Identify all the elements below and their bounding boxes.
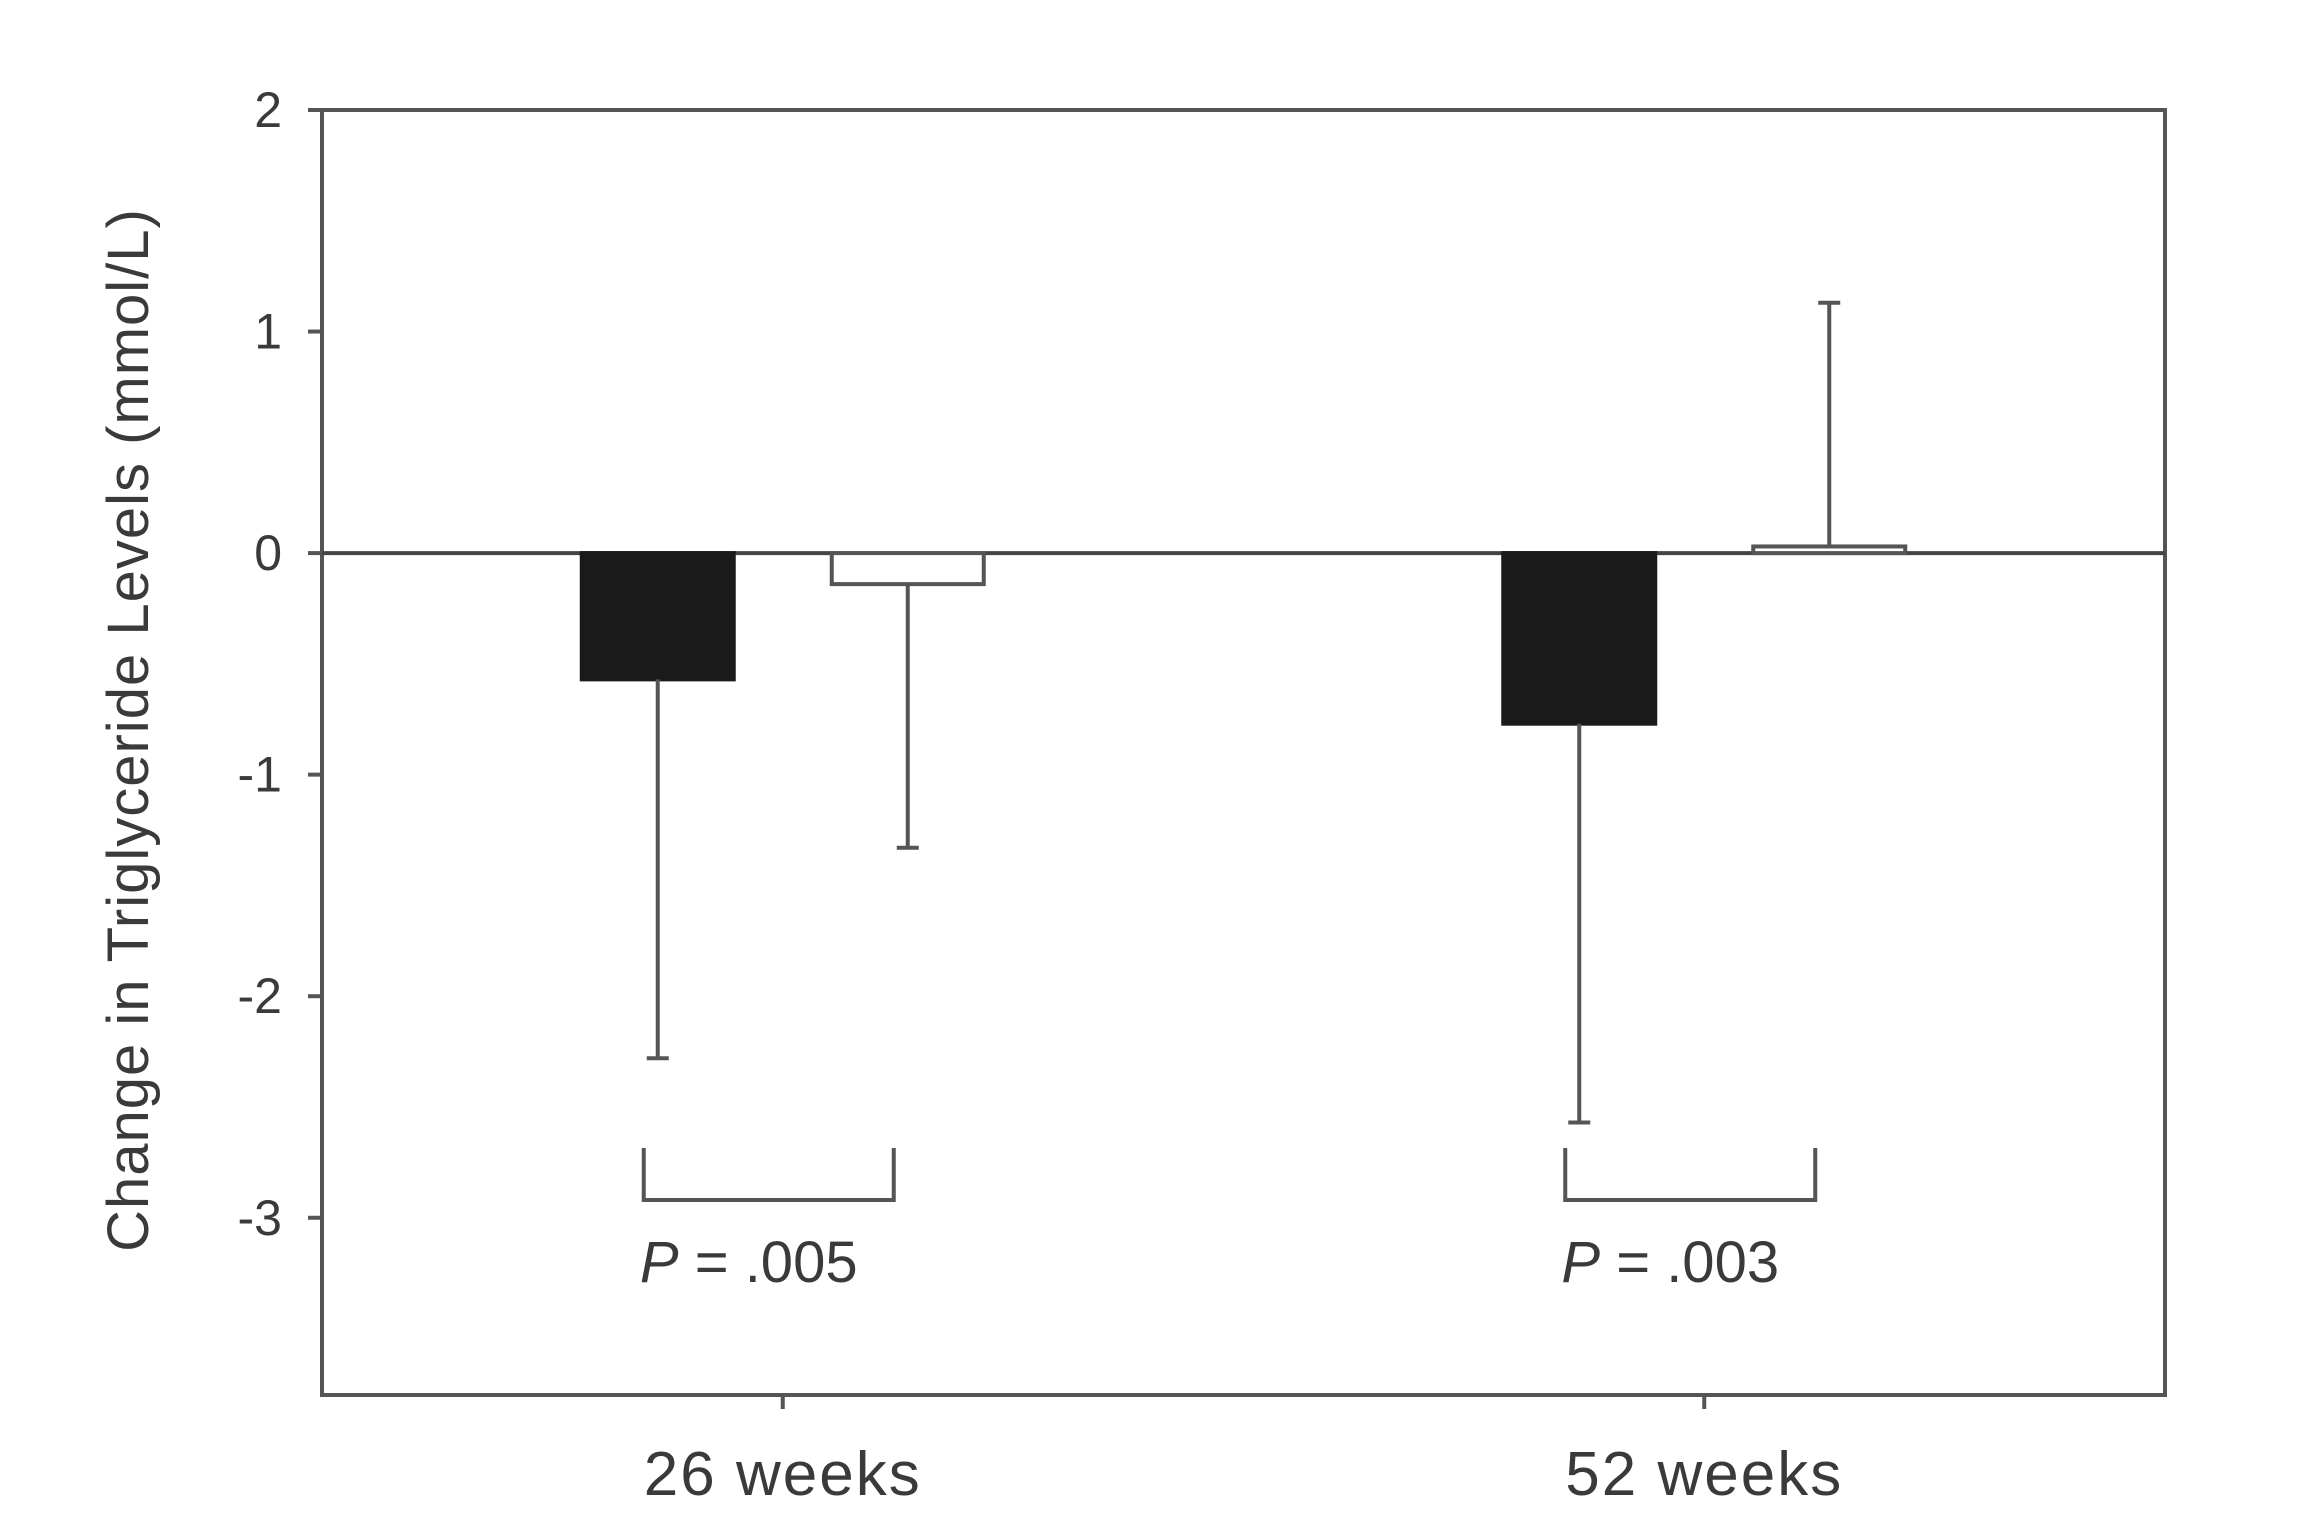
error-bars — [646, 300, 1841, 1125]
x-tick-label: 26 weeks — [644, 1440, 922, 1509]
bars — [579, 544, 1908, 726]
bar — [1751, 544, 1908, 556]
bar — [1501, 551, 1658, 726]
y-tick-label: 0 — [254, 525, 282, 581]
y-tick-label: 2 — [254, 82, 282, 138]
p-value-label: P = .005 — [640, 1230, 858, 1295]
y-axis-label: Change in Triglyceride Levels (mmol/L) — [96, 208, 161, 1252]
significance-bracket — [1563, 1148, 1818, 1202]
y-tick-label: 1 — [254, 304, 282, 360]
plot-border — [320, 108, 2167, 1397]
significance-bracket — [641, 1148, 896, 1202]
bar — [579, 551, 736, 682]
y-tick-label: -2 — [238, 968, 282, 1024]
x-tick-label: 52 weeks — [1565, 1440, 1843, 1509]
x-axis: 26 weeks 52 weeks — [644, 1395, 1843, 1509]
y-tick-label: -3 — [238, 1190, 282, 1246]
annotations: P = .005 P = .003 — [640, 1148, 1818, 1295]
plot-frame — [320, 108, 2167, 1397]
y-axis: 2 1 0 -1 -2 -3 — [238, 82, 322, 1246]
bar — [829, 551, 986, 587]
p-value-label: P = .003 — [1561, 1230, 1779, 1295]
y-tick-label: -1 — [238, 747, 282, 803]
